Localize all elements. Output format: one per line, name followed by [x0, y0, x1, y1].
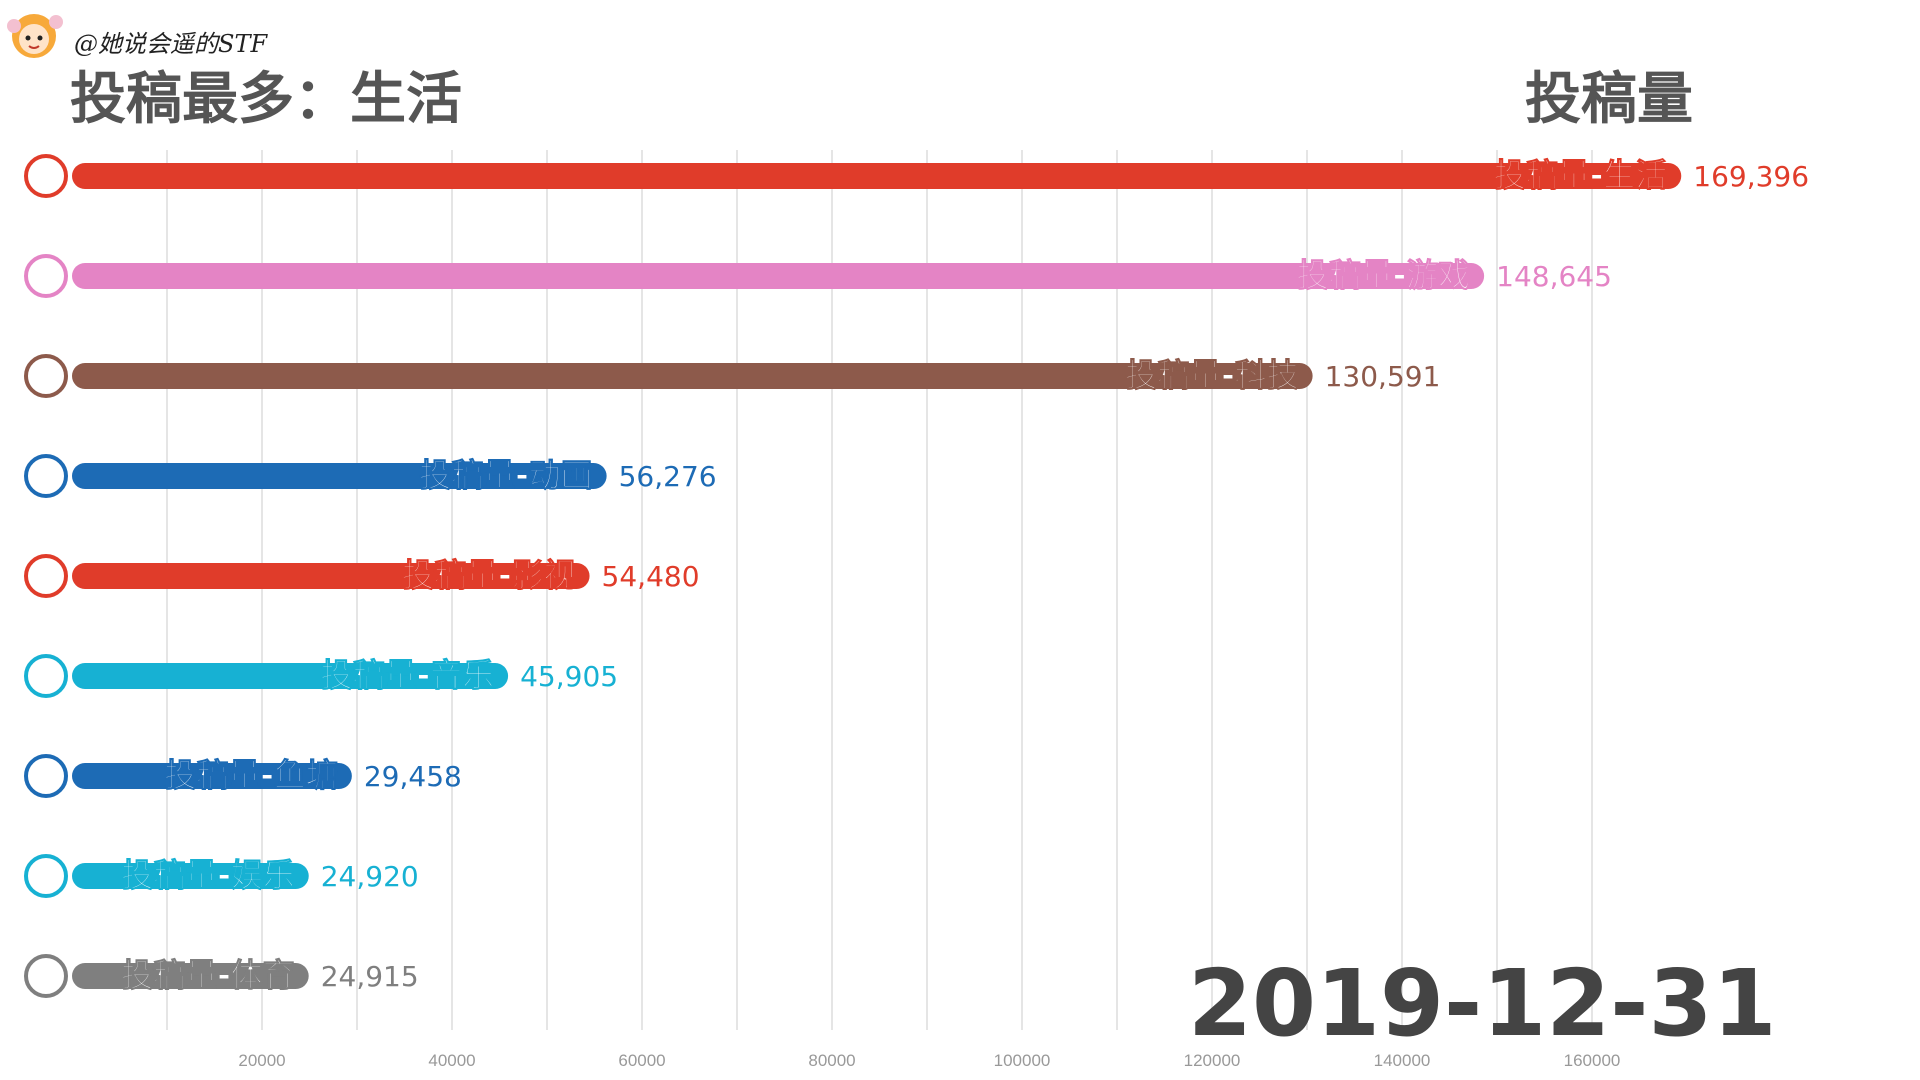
bar — [72, 363, 1313, 389]
bar-category-label: 投稿量-生活 — [1494, 156, 1667, 194]
bar-row: 投稿量-鱼塘 29,458 — [24, 754, 462, 798]
bar-row: 投稿量-科技 130,591 — [24, 354, 1441, 398]
bar-row: 投稿量-动画 56,276 — [24, 454, 717, 498]
x-tick-label: 40000 — [428, 1051, 475, 1070]
bar-marker-circle — [24, 454, 68, 498]
bar-value-label: 24,915 — [321, 960, 419, 993]
bar-value-label: 45,905 — [520, 660, 618, 693]
bar-value-label: 24,920 — [321, 860, 419, 893]
x-tick-label: 80000 — [808, 1051, 855, 1070]
bar — [72, 563, 590, 589]
bar-value-label: 148,645 — [1496, 260, 1612, 293]
bar-row: 投稿量-音乐 45,905 — [24, 654, 618, 698]
bar-value-label: 130,591 — [1325, 360, 1441, 393]
bar-row: 投稿量-娱乐 24,920 — [24, 854, 419, 898]
date-label: 2019-12-31 — [1188, 950, 1777, 1057]
bar-category-label: 投稿量-娱乐 — [121, 856, 294, 894]
bar — [72, 963, 309, 989]
bar-marker-circle — [24, 554, 68, 598]
bar-marker-circle — [24, 354, 68, 398]
bar-category-label: 投稿量-音乐 — [321, 656, 494, 694]
bar-value-label: 56,276 — [619, 460, 717, 493]
bar-value-label: 169,396 — [1693, 160, 1809, 193]
bar-category-label: 投稿量-体育 — [121, 956, 294, 994]
bar-row: 投稿量-生活 169,396 — [24, 154, 1809, 198]
bar — [72, 263, 1485, 289]
bar — [72, 763, 352, 789]
bar-category-label: 投稿量-游戏 — [1297, 256, 1470, 294]
bar-marker-circle — [24, 954, 68, 998]
bar — [72, 163, 1682, 189]
bar-marker-circle — [24, 854, 68, 898]
watermark-text: @她说会遥的STF — [74, 29, 268, 58]
watermark: @她说会遥的STF — [4, 6, 267, 62]
x-tick-label: 60000 — [618, 1051, 665, 1070]
bar-row: 投稿量-游戏 148,645 — [24, 254, 1612, 298]
bar-category-label: 投稿量-鱼塘 — [165, 756, 338, 794]
x-tick-label: 20000 — [238, 1051, 285, 1070]
cartoon-girl-avatar-icon — [7, 14, 63, 58]
bar-value-label: 29,458 — [364, 760, 462, 793]
chart-ylabel: 投稿量 — [1525, 67, 1693, 132]
chart-title: 投稿最多：生活 — [70, 67, 462, 132]
bar-marker-circle — [24, 254, 68, 298]
x-tick-label: 120000 — [1184, 1051, 1241, 1070]
bar-value-label: 54,480 — [602, 560, 700, 593]
bar-row: 投稿量-影视 54,480 — [24, 554, 700, 598]
bar-marker-circle — [24, 754, 68, 798]
x-tick-label: 140000 — [1374, 1051, 1431, 1070]
bar-category-label: 投稿量-影视 — [402, 556, 575, 594]
bar-marker-circle — [24, 154, 68, 198]
bar-row: 投稿量-体育 24,915 — [24, 954, 419, 998]
x-tick-label: 100000 — [994, 1051, 1051, 1070]
bar — [72, 863, 309, 889]
x-tick-label: 160000 — [1564, 1051, 1621, 1070]
bar-category-label: 投稿量-科技 — [1125, 356, 1298, 394]
bar-marker-circle — [24, 654, 68, 698]
bar — [72, 463, 607, 489]
bar — [72, 663, 509, 689]
bar-category-label: 投稿量-动画 — [419, 456, 592, 494]
x-axis-ticks: 20000 40000 60000 80000 100000 120000 140000 16… — [238, 1051, 1620, 1070]
